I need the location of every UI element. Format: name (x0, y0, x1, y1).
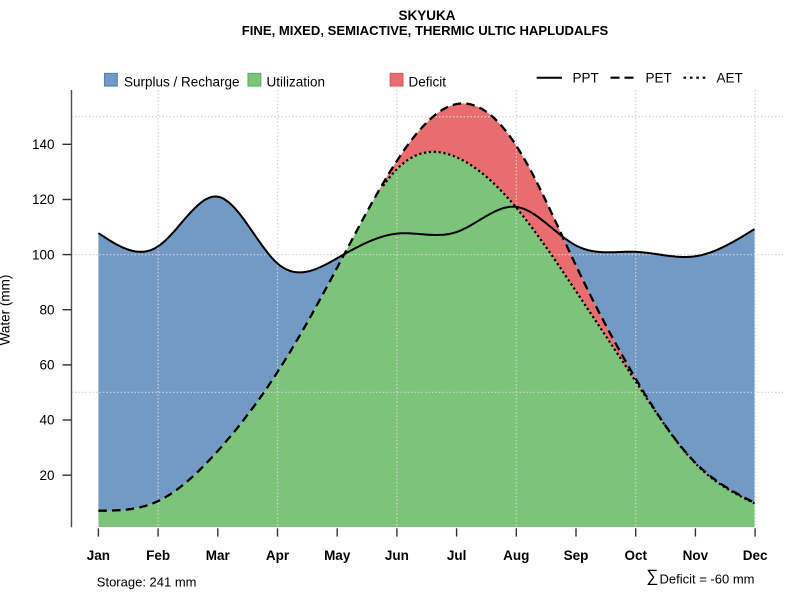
svg-text:Dec: Dec (743, 548, 768, 563)
svg-text:Surplus / Recharge: Surplus / Recharge (124, 74, 240, 89)
svg-text:80: 80 (39, 302, 54, 317)
svg-text:PPT: PPT (573, 71, 599, 86)
svg-text:Water (mm): Water (mm) (0, 275, 13, 346)
svg-text:FINE, MIXED, SEMIACTIVE, THERM: FINE, MIXED, SEMIACTIVE, THERMIC ULTIC H… (242, 23, 609, 38)
svg-text:20: 20 (39, 468, 54, 483)
svg-text:∑: ∑ (646, 567, 658, 586)
svg-text:Oct: Oct (624, 548, 647, 563)
svg-text:140: 140 (32, 137, 55, 152)
svg-text:Jan: Jan (87, 548, 110, 563)
svg-text:AET: AET (717, 71, 743, 86)
svg-text:120: 120 (32, 192, 55, 207)
svg-text:May: May (324, 548, 351, 563)
svg-text:60: 60 (39, 358, 54, 373)
svg-text:Deficit: Deficit (409, 74, 447, 89)
svg-text:Feb: Feb (146, 548, 170, 563)
svg-text:Nov: Nov (683, 548, 709, 563)
svg-text:Mar: Mar (206, 548, 231, 563)
svg-text:Apr: Apr (266, 548, 290, 563)
svg-text:PET: PET (646, 71, 672, 86)
svg-text:Aug: Aug (503, 548, 529, 563)
svg-text:Storage: 241 mm: Storage: 241 mm (97, 575, 197, 590)
svg-text:SKYUKA: SKYUKA (398, 8, 455, 23)
svg-text:Deficit = -60 mm: Deficit = -60 mm (660, 572, 755, 587)
svg-text:Sep: Sep (564, 548, 589, 563)
svg-text:Utilization: Utilization (267, 74, 326, 89)
svg-text:Jun: Jun (385, 548, 409, 563)
svg-text:40: 40 (39, 413, 54, 428)
svg-text:Jul: Jul (447, 548, 467, 563)
svg-text:100: 100 (32, 247, 55, 262)
